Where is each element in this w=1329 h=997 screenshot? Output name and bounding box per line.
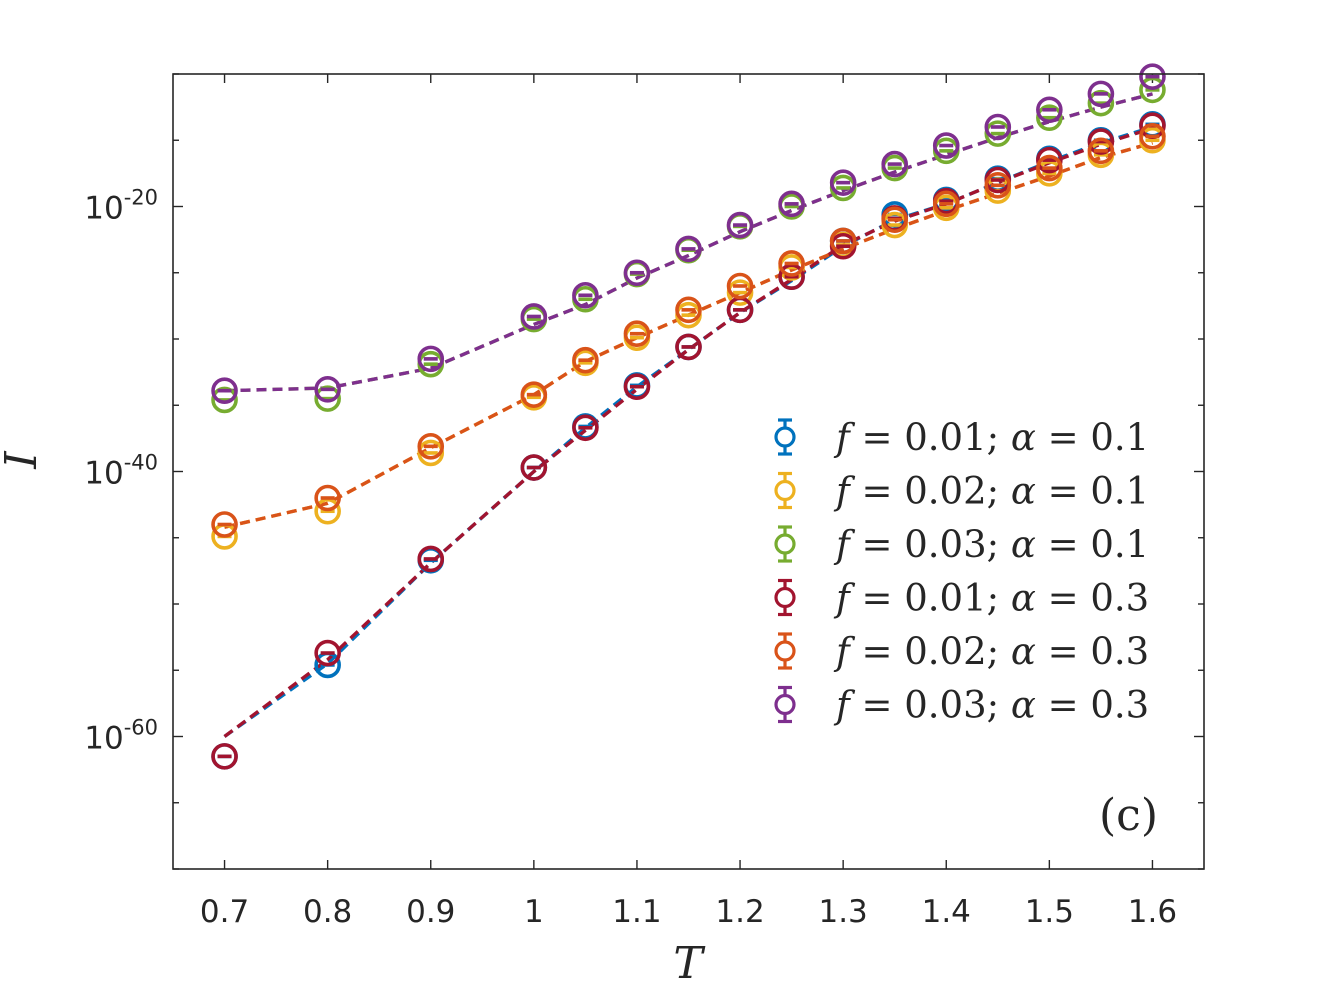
data-point: [881, 206, 909, 234]
data-point: [778, 250, 805, 277]
data-point: [211, 743, 238, 770]
data-point: [984, 172, 1012, 199]
data-point: [623, 373, 651, 401]
data-point: [520, 454, 548, 481]
data-point: [984, 113, 1012, 141]
data-point: [881, 150, 909, 178]
data-point: [314, 639, 341, 667]
x-tick-label: 0.9: [406, 894, 455, 930]
data-point: [623, 320, 651, 348]
panel-label: (c): [1099, 790, 1158, 841]
legend-label: f = 0.01; α = 0.1: [833, 416, 1149, 459]
y-axis-title: I: [0, 450, 47, 470]
data-point: [1036, 96, 1063, 124]
fit-lines: [223, 92, 1154, 738]
data-point: [932, 132, 960, 159]
y-tick-label: 10-20: [84, 186, 158, 227]
y-tick-label: 10-40: [84, 451, 158, 492]
x-tick-label: 1: [524, 894, 544, 930]
data-point: [675, 235, 702, 263]
data-point: [1087, 128, 1115, 155]
data-point: [520, 381, 548, 408]
data-point: [1036, 154, 1063, 182]
x-tick-label: 1.4: [922, 894, 971, 930]
axis-ticks: [173, 73, 1204, 870]
legend-label: f = 0.03; α = 0.1: [833, 523, 1149, 566]
data-point: [1087, 89, 1115, 117]
legend-marker: [774, 479, 796, 502]
data-point: [572, 346, 599, 374]
data-point: [778, 190, 805, 218]
plot-frame: [172, 73, 1205, 870]
data-point: [211, 377, 238, 404]
fit-line: [223, 126, 1154, 738]
legend-marker: [774, 693, 796, 716]
legend-label: f = 0.02; α = 0.1: [833, 470, 1149, 513]
fit-line: [224, 141, 1153, 529]
legend-marker: [774, 586, 796, 609]
data-markers: [211, 63, 1166, 770]
x-tick-label: 1.5: [1025, 894, 1074, 930]
data-point: [675, 296, 702, 324]
x-tick-label: 1.6: [1128, 894, 1177, 930]
data-point: [726, 272, 754, 300]
legend-marker: [774, 426, 796, 448]
x-tick-label: 0.7: [200, 894, 249, 930]
data-point: [211, 386, 238, 414]
legend-marker: [774, 640, 796, 662]
data-point: [1036, 146, 1063, 174]
data-point: [1139, 122, 1166, 150]
plot-area: [173, 74, 1204, 869]
legend-label: f = 0.02; α = 0.3: [833, 630, 1149, 673]
x-tick-label: 1.1: [612, 894, 661, 930]
data-point: [314, 385, 341, 412]
data-point: [829, 169, 857, 196]
legend: f = 0.01; α = 0.1 f = 0.02; α = 0.1 f = 0.…: [774, 416, 1149, 727]
legend-label: f = 0.03; α = 0.3: [833, 684, 1149, 727]
data-point: [314, 376, 341, 403]
data-point: [1087, 80, 1115, 108]
data-point: [675, 333, 702, 361]
data-point: [520, 303, 548, 330]
data-point: [417, 433, 445, 460]
data-point: [417, 545, 445, 573]
data-point: [932, 190, 960, 218]
y-tick-labels: 10-20 10-40 10-60: [84, 186, 158, 757]
fit-line: [224, 92, 1153, 393]
legend-marker: [774, 533, 796, 555]
data-point: [623, 259, 651, 287]
data-point: [314, 484, 341, 512]
x-tick-label: 1.3: [818, 894, 867, 930]
data-point: [1087, 137, 1115, 165]
x-tick-labels: 0.7 0.8 0.9 1 1.1 1.2 1.3 1.4 1.5 1.6: [200, 894, 1177, 930]
x-tick-label: 0.8: [303, 894, 352, 930]
x-tick-label: 1.2: [715, 894, 764, 930]
data-point: [572, 414, 599, 442]
data-point: [572, 281, 599, 309]
legend-label: f = 0.01; α = 0.3: [833, 577, 1149, 620]
x-axis-title: T: [673, 938, 706, 989]
data-point: [726, 211, 754, 239]
data-point: [1139, 63, 1166, 90]
data-point: [417, 345, 445, 373]
y-tick-label: 10-60: [84, 716, 158, 757]
data-point: [1036, 104, 1063, 132]
data-point: [829, 227, 857, 255]
data-point: [211, 511, 238, 538]
